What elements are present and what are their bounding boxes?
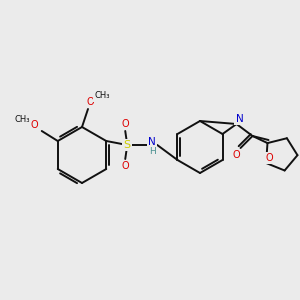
Text: S: S <box>124 140 131 150</box>
Text: O: O <box>31 120 39 130</box>
Text: H: H <box>149 146 156 155</box>
Text: CH₃: CH₃ <box>14 115 29 124</box>
Text: O: O <box>122 161 129 171</box>
Text: O: O <box>265 153 273 163</box>
Text: O: O <box>86 97 94 107</box>
Text: CH₃: CH₃ <box>94 92 110 100</box>
Text: N: N <box>148 137 156 147</box>
Text: N: N <box>236 114 243 124</box>
Text: O: O <box>122 119 129 129</box>
Text: O: O <box>233 150 240 160</box>
